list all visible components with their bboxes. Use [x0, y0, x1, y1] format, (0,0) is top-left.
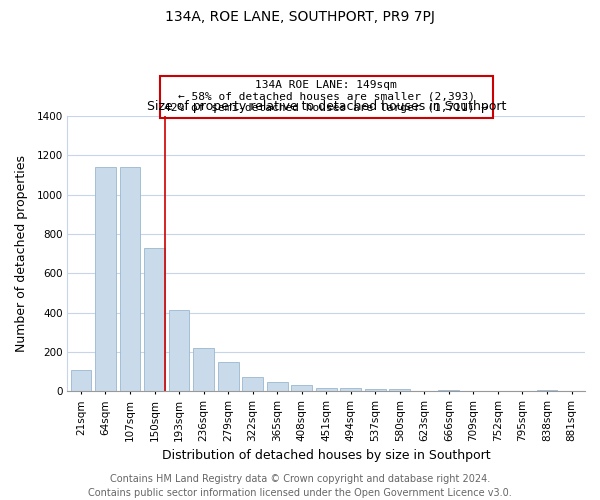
- Bar: [242, 377, 263, 392]
- X-axis label: Distribution of detached houses by size in Southport: Distribution of detached houses by size …: [162, 450, 491, 462]
- Bar: [365, 390, 386, 392]
- Bar: [144, 248, 165, 392]
- Bar: [71, 370, 91, 392]
- Text: 134A, ROE LANE, SOUTHPORT, PR9 7PJ: 134A, ROE LANE, SOUTHPORT, PR9 7PJ: [165, 10, 435, 24]
- Bar: [267, 382, 287, 392]
- Title: Size of property relative to detached houses in Southport: Size of property relative to detached ho…: [146, 100, 506, 114]
- Bar: [95, 167, 116, 392]
- Y-axis label: Number of detached properties: Number of detached properties: [15, 155, 28, 352]
- Bar: [169, 310, 190, 392]
- Bar: [340, 388, 361, 392]
- Bar: [218, 362, 239, 392]
- Text: Contains HM Land Registry data © Crown copyright and database right 2024.
Contai: Contains HM Land Registry data © Crown c…: [88, 474, 512, 498]
- Bar: [193, 348, 214, 392]
- Bar: [389, 390, 410, 392]
- Bar: [439, 390, 459, 392]
- Bar: [316, 388, 337, 392]
- Bar: [291, 385, 312, 392]
- Bar: [119, 167, 140, 392]
- Bar: [536, 390, 557, 392]
- Text: 134A ROE LANE: 149sqm
← 58% of detached houses are smaller (2,393)
42% of semi-d: 134A ROE LANE: 149sqm ← 58% of detached …: [164, 80, 488, 114]
